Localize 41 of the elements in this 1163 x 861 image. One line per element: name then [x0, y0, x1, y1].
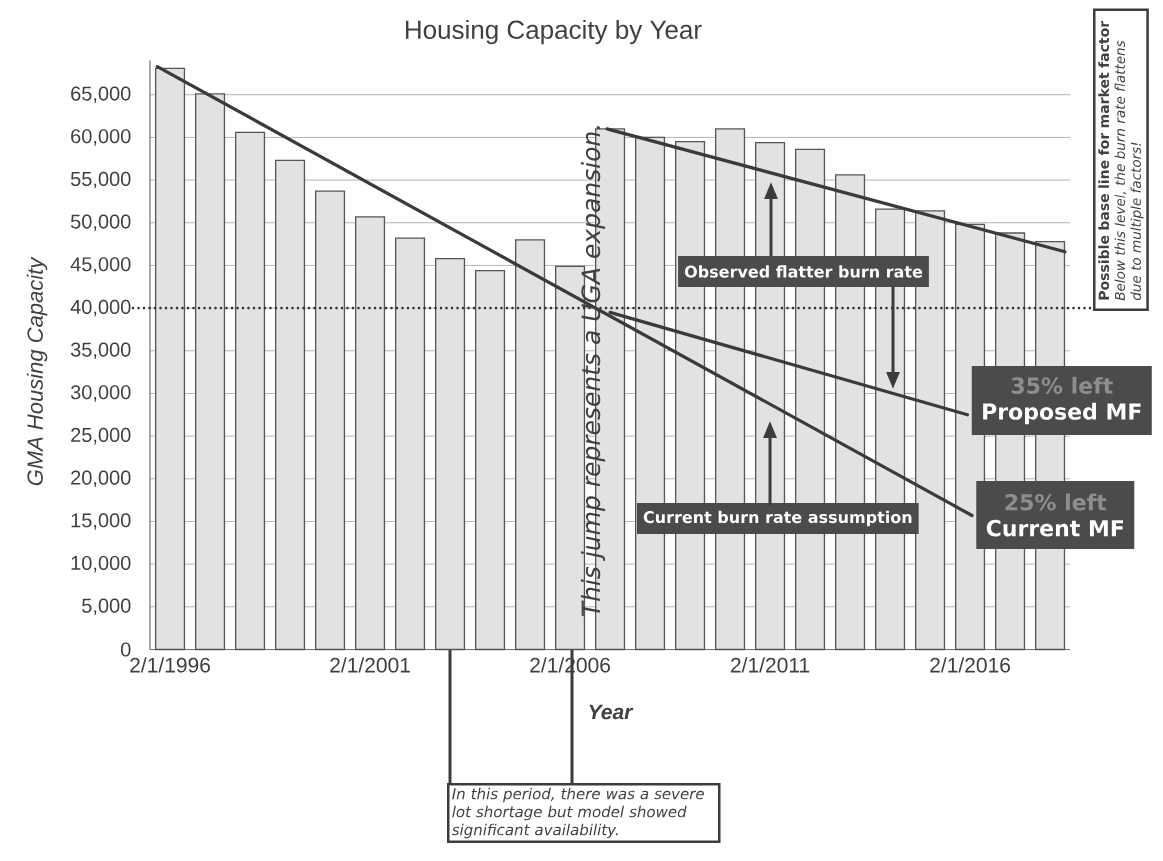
x-tick-label: 2/1/2001 [330, 657, 410, 673]
y-tick-label: 45,000 [70, 257, 131, 274]
y-tick-label: 15,000 [71, 513, 131, 530]
bar [235, 131, 266, 651]
x-tick-label: 2/1/2011 [731, 657, 810, 673]
y-tick-label: 40,000 [70, 299, 131, 317]
y-tick-label: 20,000 [71, 470, 131, 488]
annotation: Proposed MF [983, 402, 1141, 425]
bar [475, 269, 506, 651]
bar [315, 190, 346, 651]
y-tick-label: 25,000 [71, 427, 131, 445]
y-tick-label: 35,000 [70, 342, 131, 360]
annotation: Current burn rate assumption [643, 510, 912, 527]
y-axis-title: GMA Housing Capacity [26, 256, 48, 486]
y-tick-label: 30,000 [70, 385, 131, 402]
bar [515, 239, 546, 651]
text: Below this level, the burn rate flattens due to multiple factors! [1114, 40, 1144, 301]
y-tick-label: 65,000 [71, 86, 131, 103]
bar [195, 93, 226, 651]
bar [155, 67, 186, 651]
ref-line-label: Possible base line for market factor [1098, 20, 1110, 300]
annotation: This jump represents a UGA expansion. [580, 126, 606, 617]
annotation: Current MF [986, 519, 1124, 537]
y-tick-label: 50,000 [70, 214, 131, 232]
annotation: Observed flatter burn rate [684, 265, 923, 278]
x-tick-label: 2/1/1996 [130, 657, 210, 673]
text: In this period, there was a severe lot shortage but model showed significant availability. [451, 787, 704, 839]
x-tick-label: 2/1/2016 [930, 657, 1010, 673]
annotation: 35% left [1011, 376, 1113, 394]
y-tick-label: 55,000 [70, 171, 131, 189]
y-tick-label: 10,000 [71, 555, 131, 573]
bar [395, 237, 426, 651]
chart-title: Housing Capacity by Year [405, 19, 702, 45]
bar [355, 216, 386, 651]
bar [435, 257, 466, 651]
annotation: 25% left [1005, 493, 1107, 511]
bar [275, 159, 306, 651]
x-axis-title: Year [589, 704, 634, 720]
y-tick-label: 0 [120, 642, 131, 657]
y-tick-label: 5,000 [82, 598, 131, 616]
y-tick-label: 60,000 [71, 129, 131, 146]
